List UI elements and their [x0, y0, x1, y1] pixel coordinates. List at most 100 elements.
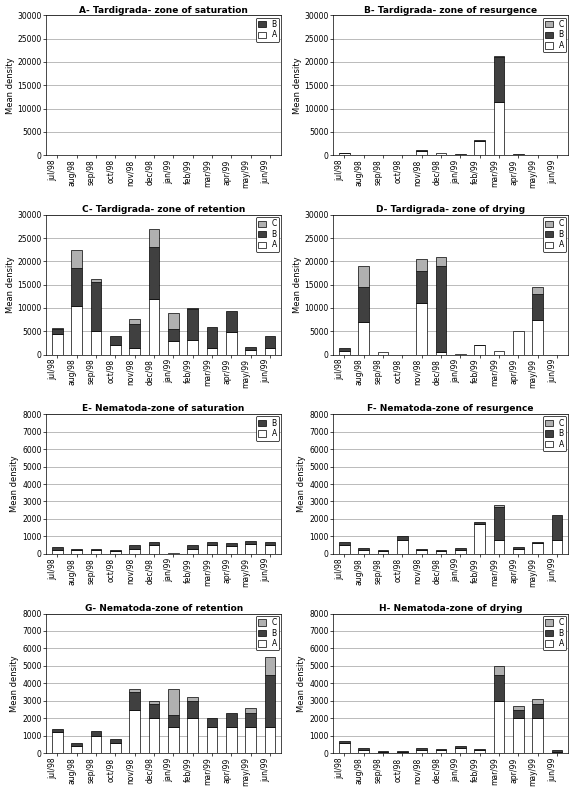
Bar: [168, 715, 179, 727]
Legend: C, B, A: C, B, A: [255, 616, 279, 650]
Bar: [339, 153, 350, 155]
Legend: B, A: B, A: [255, 17, 279, 42]
Bar: [71, 306, 82, 355]
Bar: [455, 746, 466, 748]
Bar: [416, 550, 427, 554]
Bar: [416, 271, 427, 303]
Bar: [52, 547, 63, 550]
Bar: [149, 701, 160, 704]
Bar: [358, 548, 369, 550]
Title: D- Tardigrada- zone of drying: D- Tardigrada- zone of drying: [376, 205, 525, 214]
Bar: [52, 333, 63, 355]
Bar: [110, 336, 121, 345]
Bar: [226, 727, 236, 753]
Title: G- Nematoda-zone of retention: G- Nematoda-zone of retention: [84, 604, 243, 613]
Bar: [91, 331, 102, 355]
Bar: [187, 549, 198, 554]
Bar: [494, 666, 504, 675]
Bar: [187, 545, 198, 549]
Bar: [532, 699, 543, 704]
Bar: [494, 540, 504, 554]
Bar: [416, 549, 427, 550]
Bar: [532, 704, 543, 718]
Bar: [71, 268, 82, 306]
Y-axis label: Mean density: Mean density: [10, 655, 20, 712]
Bar: [226, 543, 236, 546]
Bar: [207, 545, 217, 554]
Bar: [265, 348, 275, 355]
Bar: [397, 752, 408, 753]
Bar: [436, 352, 447, 355]
Bar: [71, 249, 82, 268]
Title: B- Tardigrada- zone of resurgence: B- Tardigrada- zone of resurgence: [364, 6, 537, 14]
Bar: [416, 303, 427, 355]
Bar: [494, 57, 504, 101]
Bar: [494, 507, 504, 540]
Bar: [513, 331, 523, 355]
Bar: [532, 718, 543, 753]
Bar: [339, 743, 350, 753]
Bar: [455, 748, 466, 753]
Bar: [91, 549, 102, 550]
Bar: [207, 727, 217, 753]
Bar: [52, 733, 63, 753]
Bar: [358, 266, 369, 287]
Bar: [397, 536, 408, 540]
Bar: [168, 688, 179, 715]
Bar: [416, 150, 427, 151]
Bar: [168, 313, 179, 329]
Bar: [207, 542, 217, 545]
Legend: C, B, A: C, B, A: [542, 417, 566, 451]
Bar: [226, 310, 236, 332]
Bar: [513, 547, 523, 549]
Bar: [129, 348, 140, 355]
Y-axis label: Mean density: Mean density: [293, 257, 301, 313]
Legend: C, B, A: C, B, A: [542, 217, 566, 252]
Bar: [455, 353, 466, 355]
Bar: [265, 727, 275, 753]
Bar: [339, 545, 350, 554]
Title: E- Nematoda-zone of saturation: E- Nematoda-zone of saturation: [83, 405, 245, 413]
Bar: [416, 750, 427, 753]
Bar: [436, 750, 447, 753]
Bar: [245, 544, 256, 554]
Bar: [71, 746, 82, 753]
Bar: [52, 329, 63, 333]
Bar: [513, 718, 523, 753]
Legend: C, B, A: C, B, A: [255, 217, 279, 252]
Bar: [226, 713, 236, 727]
Bar: [416, 151, 427, 155]
Bar: [187, 310, 198, 340]
Bar: [129, 710, 140, 753]
Bar: [339, 348, 350, 351]
Bar: [149, 545, 160, 554]
Bar: [91, 730, 102, 736]
Bar: [52, 550, 63, 554]
Bar: [245, 713, 256, 727]
Bar: [494, 701, 504, 753]
Bar: [52, 729, 63, 733]
Bar: [552, 750, 562, 752]
Bar: [436, 153, 447, 155]
Bar: [129, 688, 140, 692]
Bar: [532, 543, 543, 554]
Bar: [265, 542, 275, 545]
Bar: [455, 548, 466, 550]
Bar: [532, 542, 543, 543]
Y-axis label: Mean density: Mean density: [6, 57, 14, 113]
Bar: [71, 743, 82, 746]
Bar: [513, 706, 523, 710]
Bar: [474, 345, 485, 355]
Title: A- Tardigrada- zone of saturation: A- Tardigrada- zone of saturation: [79, 6, 248, 14]
Bar: [187, 308, 198, 310]
Bar: [52, 328, 63, 329]
Bar: [416, 748, 427, 750]
Legend: B, A: B, A: [255, 417, 279, 440]
Bar: [110, 743, 121, 753]
Bar: [358, 748, 369, 750]
Bar: [358, 750, 369, 753]
Legend: C, B, A: C, B, A: [542, 17, 566, 52]
Bar: [397, 540, 408, 554]
Bar: [245, 541, 256, 544]
Bar: [110, 739, 121, 743]
